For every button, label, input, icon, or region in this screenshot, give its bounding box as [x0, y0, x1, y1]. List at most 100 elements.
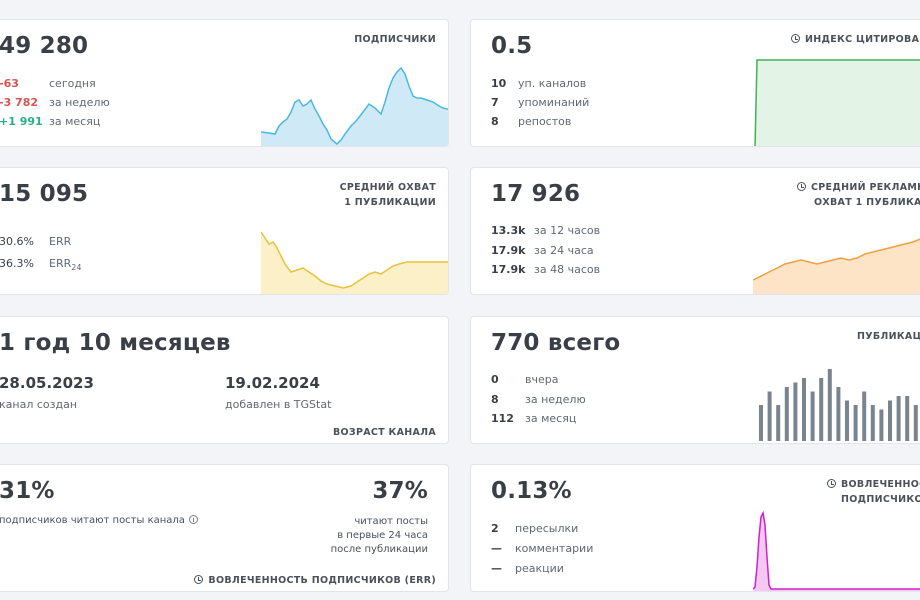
info-icon[interactable] [188, 515, 198, 524]
citation-card[interactable]: 0.5 ИНДЕКС ЦИТИРОВАНИ 10 уп. каналов 7 у… [470, 19, 920, 147]
reach-err24-sub: 24 [71, 263, 82, 273]
ad-reach-12h-row: 13.3k за 12 часов [491, 224, 600, 238]
posts-bar [776, 405, 781, 441]
posts-bar [810, 391, 815, 441]
clock-icon [797, 182, 806, 191]
added-date: 19.02.2024 [225, 374, 320, 392]
engagement-desc2: читают посты в первые 24 часа после публ… [330, 516, 428, 555]
posts-week-label: за неделю [525, 393, 586, 406]
reach-err-value: 30.6% [0, 235, 34, 248]
posts-bar [888, 400, 892, 441]
posts-bar [802, 378, 806, 441]
subscribers-today-value: -63 [0, 77, 19, 90]
clock-icon [791, 34, 800, 43]
reach-err-label: ERR [49, 235, 72, 248]
citation-channels-value: 10 [491, 77, 507, 90]
ad-reach-24h-value: 17.9k [491, 244, 526, 257]
age-value: 1 год 10 месяцев [0, 330, 231, 356]
er-chart [753, 510, 920, 591]
er-reactions-row: — реакции [491, 562, 564, 576]
citation-value: 0.5 [491, 33, 533, 59]
er-forwards-label: пересылки [515, 522, 579, 535]
reach-card[interactable]: 15 095 СРЕДНИЙ ОХВАТ 1 ПУБЛИКАЦИИ 30.6% … [0, 167, 449, 295]
reach-caption-line2: 1 ПУБЛИКАЦИИ [344, 197, 436, 208]
subscribers-week-row: -3 782 за неделю [0, 96, 110, 110]
engagement-desc: подписчиков читают посты канала [0, 515, 198, 526]
er-card[interactable]: 0.13% ВОВЛЕЧЕННОСТ ПОДПИСЧИКОВ (ЕІ 2 пер… [470, 464, 920, 592]
reach-caption: СРЕДНИЙ ОХВАТ 1 ПУБЛИКАЦИИ [340, 180, 436, 210]
ad-reach-12h-label: за 12 часов [534, 224, 601, 237]
posts-bar [905, 396, 910, 441]
ad-reach-24h-row: 17.9k за 24 часа [491, 244, 594, 258]
reach-err-row: 30.6% ERR [0, 235, 71, 249]
citation-reposts-value: 8 [491, 115, 499, 128]
subscribers-today-label: сегодня [49, 77, 96, 90]
reach-value: 15 095 [0, 181, 89, 207]
reach-err24-value: 36.3% [0, 257, 34, 270]
ad-reach-48h-label: за 48 часов [534, 263, 601, 276]
posts-month-label: за месяц [525, 412, 577, 425]
posts-bar [853, 405, 858, 441]
citation-channels-row: 10 уп. каналов [491, 77, 586, 91]
posts-week-row: 8 за неделю [491, 393, 586, 407]
age-card[interactable]: 1 год 10 месяцев 28.05.2023 канал создан… [0, 316, 449, 444]
posts-bar [767, 391, 772, 441]
posts-bar [836, 387, 841, 441]
ad-reach-48h-row: 17.9k за 48 часов [491, 263, 600, 277]
er-reactions-value: — [491, 562, 502, 575]
er-comments-label: комментарии [515, 542, 594, 555]
er-forwards-row: 2 пересылки [491, 522, 578, 536]
posts-yesterday-label: вчера [525, 373, 559, 386]
created-date: 28.05.2023 [0, 374, 94, 392]
posts-bar [870, 405, 875, 441]
engagement-value: 31% [0, 478, 55, 504]
posts-bar [879, 409, 884, 441]
posts-bar [845, 400, 849, 441]
subscribers-month-label: за месяц [49, 115, 101, 128]
posts-week-value: 8 [491, 393, 499, 406]
age-caption: ВОЗРАСТ КАНАЛА [332, 427, 436, 438]
posts-card[interactable]: 770 всего ПУБЛИКАЦИИ 0 вчера 8 за неделю… [470, 316, 920, 444]
ad-reach-card[interactable]: 17 926 СРЕДНИЙ РЕКЛАМНЫ ОХВАТ 1 ПУБЛИКАЦ… [470, 167, 920, 295]
posts-bar [793, 382, 798, 441]
clock-icon [194, 575, 204, 584]
subscribers-week-value: -3 782 [0, 96, 39, 109]
posts-bar [819, 378, 824, 441]
engagement-value2: 37% [372, 478, 428, 504]
reach-caption-line1: СРЕДНИЙ ОХВАТ [339, 182, 436, 193]
ad-reach-caption-line2: ОХВАТ 1 ПУБЛИКАЦИ [814, 197, 920, 208]
subscribers-month-row: +1 991 за месяц [0, 115, 100, 129]
added-label: добавлен в TGStat [225, 398, 332, 411]
reach-err24-row: 36.3% ERR24 [0, 257, 81, 275]
posts-bar-chart [759, 369, 918, 441]
created-label: канал создан [0, 398, 78, 411]
engagement-caption: ВОВЛЕЧЕННОСТЬ ПОДПИСЧИКОВ (ERR) [194, 573, 436, 588]
er-caption-line2: ПОДПИСЧИКОВ (ЕІ [841, 494, 920, 505]
citation-chart [754, 59, 920, 146]
subscribers-caption: ПОДПИСЧИКИ [354, 34, 436, 45]
er-forwards-value: 2 [491, 522, 499, 535]
posts-bar [759, 405, 763, 441]
posts-bar [784, 387, 789, 441]
posts-bar [862, 391, 867, 441]
ad-reach-24h-label: за 24 часа [534, 244, 594, 257]
posts-bar [913, 405, 918, 441]
subscribers-card[interactable]: 49 280 ПОДПИСЧИКИ -63 сегодня -3 782 за … [0, 19, 449, 147]
er-comments-row: — комментарии [491, 542, 593, 556]
subscribers-value: 49 280 [0, 33, 89, 59]
subscribers-month-value: +1 991 [0, 115, 43, 128]
posts-bar [827, 369, 832, 441]
posts-bar [896, 396, 901, 441]
reach-err24-label: ERR24 [49, 257, 82, 273]
reach-chart [261, 231, 448, 294]
posts-yesterday-value: 0 [491, 373, 499, 386]
er-value: 0.13% [491, 478, 572, 504]
posts-month-row: 112 за месяц [491, 412, 576, 426]
citation-channels-label: уп. каналов [518, 77, 587, 90]
engagement-card[interactable]: 31% подписчиков читают посты канала 37% … [0, 464, 449, 592]
subscribers-sparkline [261, 66, 448, 146]
ad-reach-chart [753, 238, 920, 294]
ad-reach-12h-value: 13.3k [491, 224, 526, 237]
er-caption: ВОВЛЕЧЕННОСТ ПОДПИСЧИКОВ (ЕІ [827, 477, 920, 507]
posts-month-value: 112 [491, 412, 514, 425]
